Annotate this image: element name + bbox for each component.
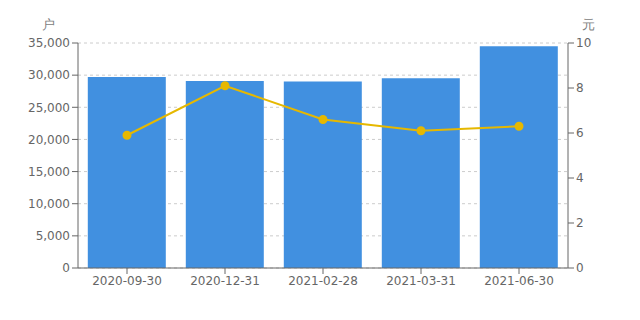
svg-text:元: 元 [582, 17, 595, 32]
svg-text:户: 户 [42, 17, 55, 32]
svg-text:35,000: 35,000 [28, 36, 70, 50]
svg-text:2020-09-30: 2020-09-30 [92, 274, 162, 288]
svg-text:25,000: 25,000 [28, 101, 70, 115]
svg-text:2020-12-31: 2020-12-31 [190, 274, 260, 288]
svg-text:2021-06-30: 2021-06-30 [484, 274, 554, 288]
svg-text:2021-03-31: 2021-03-31 [386, 274, 456, 288]
svg-text:6: 6 [576, 126, 584, 140]
svg-text:5,000: 5,000 [36, 229, 70, 243]
svg-text:15,000: 15,000 [28, 165, 70, 179]
svg-text:8: 8 [576, 81, 584, 95]
svg-text:2021-02-28: 2021-02-28 [288, 274, 358, 288]
svg-text:2: 2 [576, 216, 584, 230]
svg-text:0: 0 [576, 261, 584, 275]
svg-text:20,000: 20,000 [28, 133, 70, 147]
svg-text:0: 0 [62, 261, 70, 275]
svg-text:10,000: 10,000 [28, 197, 70, 211]
svg-text:10: 10 [576, 36, 591, 50]
svg-text:4: 4 [576, 171, 584, 185]
svg-text:30,000: 30,000 [28, 68, 70, 82]
